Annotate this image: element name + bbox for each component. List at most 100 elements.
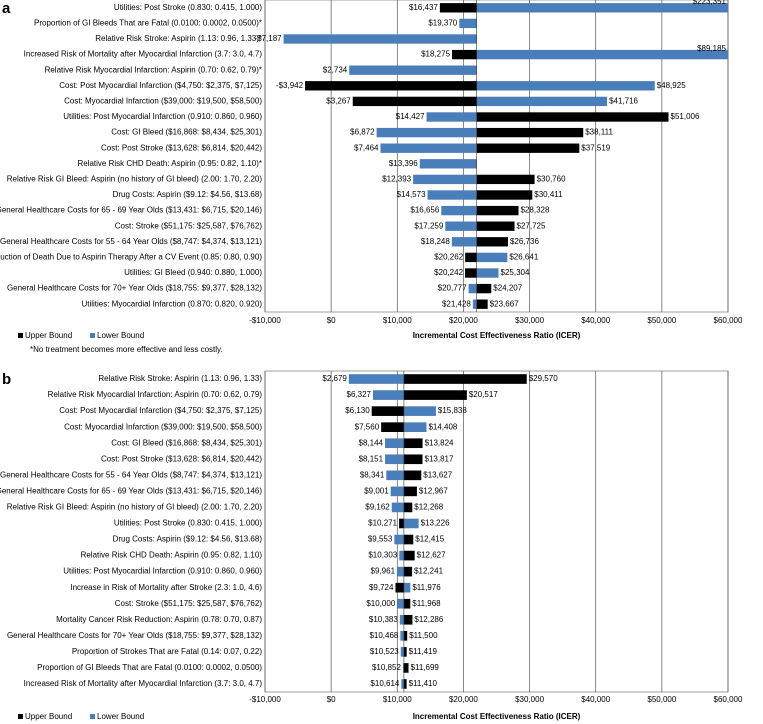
- category-label: General Healthcare Costs for 65 - 69 Yea…: [0, 486, 262, 495]
- bar: [476, 268, 499, 278]
- value-label: $3,267: [326, 97, 351, 106]
- category-label: Relative Risk Myocardial Infarction: Asp…: [48, 390, 263, 399]
- value-label: $15,838: [438, 406, 467, 415]
- x-tick-label: $20,000: [449, 316, 478, 325]
- value-label: $10,303: [368, 551, 397, 560]
- category-label: Relative Risk CHD Death: Aspirin (0.95: …: [81, 551, 263, 560]
- value-label: -$3,942: [276, 81, 304, 90]
- bar: [476, 127, 584, 138]
- bar: [476, 252, 508, 263]
- bar: [476, 96, 608, 107]
- x-tick-label: $50,000: [647, 316, 676, 325]
- bar: [403, 438, 423, 449]
- category-label: Cost: Post Stroke ($13,628: $6,814, $20,…: [101, 143, 262, 152]
- value-label: $17,259: [414, 221, 443, 230]
- category-label: Cost: Stroke ($51,175: $25,587, $76,762): [115, 221, 263, 230]
- category-label: Drug Costs: Aspirin ($9.12: $4.56, $13.6…: [113, 190, 263, 199]
- bar: [371, 406, 404, 416]
- bar: [403, 502, 413, 513]
- x-tick-label: $40,000: [581, 316, 610, 325]
- bar: [401, 679, 404, 689]
- value-label: $14,427: [396, 112, 425, 121]
- category-label: Increased Risk of Mortality after Myocar…: [24, 679, 263, 688]
- bar: [476, 237, 508, 247]
- bar: [403, 614, 413, 625]
- value-label: $20,242: [434, 268, 463, 277]
- value-label: $8,151: [359, 454, 384, 463]
- bar: [305, 81, 477, 91]
- bar: [400, 647, 404, 657]
- bar: [403, 486, 417, 497]
- value-label: $41,716: [609, 97, 638, 106]
- x-tick-label: $30,000: [515, 695, 544, 704]
- value-label: $12,627: [417, 551, 446, 560]
- category-label: General Healthcare Costs for 55 - 64 Yea…: [0, 470, 262, 479]
- bar: [352, 96, 477, 107]
- value-label: $12,268: [414, 503, 443, 512]
- category-label: Utilities: Myocardial Infarction (0.870:…: [81, 299, 262, 308]
- value-label: $6,327: [347, 390, 372, 399]
- value-label: $223,351: [693, 0, 727, 6]
- bar: [403, 422, 427, 432]
- category-label: Mortality Cancer Risk Reduction: Aspirin…: [56, 615, 262, 624]
- value-label: $9,724: [369, 583, 394, 592]
- value-label: $2,734: [323, 65, 348, 74]
- value-label: $9,162: [365, 503, 390, 512]
- value-label: $18,248: [421, 237, 450, 246]
- category-label: Relative Risk CHD Death: Aspirin (0.95: …: [77, 159, 262, 168]
- category-label: Proportion of GI Bleeds That are Fatal (…: [34, 19, 262, 28]
- value-label: $12,967: [419, 486, 448, 495]
- legend-label: Lower Bound: [97, 331, 144, 340]
- value-label: $9,001: [364, 486, 389, 495]
- value-label: $2,679: [322, 374, 347, 383]
- bars: [348, 374, 527, 689]
- category-label: Utilities: Post Myocardial Infarction (0…: [63, 567, 262, 576]
- value-label: $9,961: [371, 567, 396, 576]
- value-label: $27,725: [517, 221, 546, 230]
- bar: [385, 438, 404, 449]
- category-label: Utilities: Post Stroke (0.830: 0.415, 1.…: [114, 519, 262, 528]
- value-label: $19,370: [428, 19, 457, 28]
- bar: [403, 470, 422, 481]
- value-label: $13,817: [425, 454, 454, 463]
- bar: [349, 65, 477, 75]
- bar: [283, 34, 477, 44]
- category-label: Cost: Post Myocardial Infarction ($4,750…: [59, 406, 262, 415]
- bar: [476, 174, 535, 185]
- category-label: Proportion of GI Bleeds That are Fatal (…: [37, 663, 262, 672]
- bar: [380, 143, 477, 153]
- x-tick-label: $10,000: [383, 695, 412, 704]
- value-label: $16,437: [409, 3, 438, 12]
- bar: [399, 518, 404, 529]
- category-label: Proportion of Strokes That are Fatal (0.…: [72, 647, 263, 656]
- value-label: $11,968: [412, 599, 441, 608]
- bar: [459, 18, 477, 29]
- bar: [390, 486, 404, 497]
- value-label: $7,560: [355, 422, 380, 431]
- value-label: $6,872: [350, 128, 375, 137]
- value-label: $12,415: [415, 535, 444, 544]
- bar: [476, 205, 519, 216]
- bar: [403, 598, 411, 609]
- bar: [476, 112, 669, 122]
- value-label: $28,328: [521, 206, 550, 215]
- bar: [476, 81, 655, 91]
- bar: [419, 159, 477, 169]
- bar: [397, 598, 404, 609]
- value-label: $10,523: [370, 647, 399, 656]
- value-label: $20,517: [469, 390, 498, 399]
- x-tick-label: $60,000: [714, 316, 743, 325]
- category-label: Relative Risk GI Bleed: Aspirin (no hist…: [7, 503, 263, 512]
- value-label: $21,428: [442, 299, 471, 308]
- legend-label: Upper Bound: [25, 712, 72, 721]
- x-tick-label: $50,000: [647, 695, 676, 704]
- value-label: $14,408: [428, 422, 457, 431]
- bar: [445, 221, 477, 231]
- value-label: $12,393: [382, 175, 411, 184]
- category-label: Cost: Post Stroke ($13,628: $6,814, $20,…: [101, 454, 262, 463]
- value-label: $38,111: [585, 128, 613, 137]
- bar: [399, 550, 404, 561]
- category-label: Reduction of Death Due to Aspirin Therap…: [0, 253, 262, 262]
- bar: [403, 647, 407, 657]
